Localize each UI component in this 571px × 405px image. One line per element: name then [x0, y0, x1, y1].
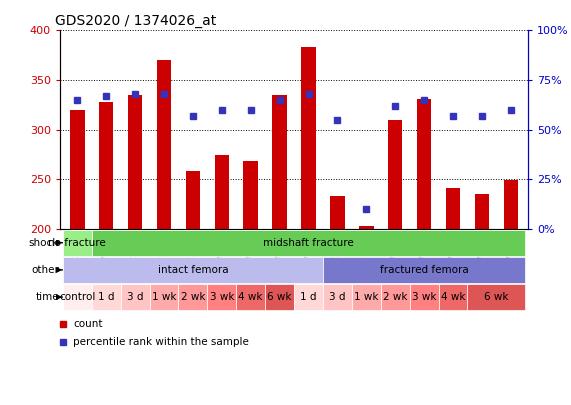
Bar: [468, 284, 525, 310]
Text: 1 d: 1 d: [300, 292, 317, 302]
Bar: [236, 284, 265, 310]
Text: 6 wk: 6 wk: [267, 292, 292, 302]
Bar: [294, 284, 323, 310]
Text: no fracture: no fracture: [49, 238, 106, 248]
Bar: [417, 99, 431, 229]
Bar: [388, 120, 403, 229]
Bar: [439, 284, 468, 310]
Bar: [63, 284, 92, 310]
Text: 4 wk: 4 wk: [441, 292, 465, 302]
Text: 1 wk: 1 wk: [152, 292, 176, 302]
Text: 2 wk: 2 wk: [180, 292, 205, 302]
Bar: [352, 284, 381, 310]
Text: 1 d: 1 d: [98, 292, 114, 302]
Bar: [323, 284, 352, 310]
Bar: [150, 284, 179, 310]
Text: 6 wk: 6 wk: [484, 292, 509, 302]
Text: 3 wk: 3 wk: [412, 292, 436, 302]
Text: midshaft fracture: midshaft fracture: [263, 238, 354, 248]
Text: fractured femora: fractured femora: [380, 265, 468, 275]
Text: 1 wk: 1 wk: [354, 292, 379, 302]
Bar: [92, 284, 120, 310]
Text: shock: shock: [29, 238, 59, 248]
Bar: [323, 257, 525, 283]
Text: count: count: [73, 320, 103, 330]
Bar: [381, 284, 409, 310]
Bar: [475, 194, 489, 229]
Bar: [409, 284, 439, 310]
Bar: [120, 284, 150, 310]
Bar: [330, 196, 345, 229]
Bar: [70, 110, 85, 229]
Text: 3 d: 3 d: [329, 292, 345, 302]
Text: 2 wk: 2 wk: [383, 292, 408, 302]
Text: 3 wk: 3 wk: [210, 292, 234, 302]
Bar: [128, 95, 142, 229]
Bar: [504, 180, 518, 229]
Bar: [179, 284, 207, 310]
Bar: [272, 95, 287, 229]
Text: GDS2020 / 1374026_at: GDS2020 / 1374026_at: [55, 14, 216, 28]
Bar: [63, 257, 323, 283]
Text: other: other: [31, 265, 59, 275]
Bar: [265, 284, 294, 310]
Bar: [157, 60, 171, 229]
Bar: [99, 102, 114, 229]
Bar: [215, 156, 229, 229]
Bar: [186, 171, 200, 229]
Bar: [243, 161, 258, 229]
Bar: [63, 230, 92, 256]
Text: percentile rank within the sample: percentile rank within the sample: [73, 337, 249, 347]
Text: 3 d: 3 d: [127, 292, 143, 302]
Text: intact femora: intact femora: [158, 265, 228, 275]
Text: control: control: [59, 292, 95, 302]
Text: time: time: [35, 292, 59, 302]
Bar: [207, 284, 236, 310]
Text: 4 wk: 4 wk: [239, 292, 263, 302]
Bar: [301, 47, 316, 229]
Bar: [359, 226, 373, 229]
Bar: [446, 188, 460, 229]
